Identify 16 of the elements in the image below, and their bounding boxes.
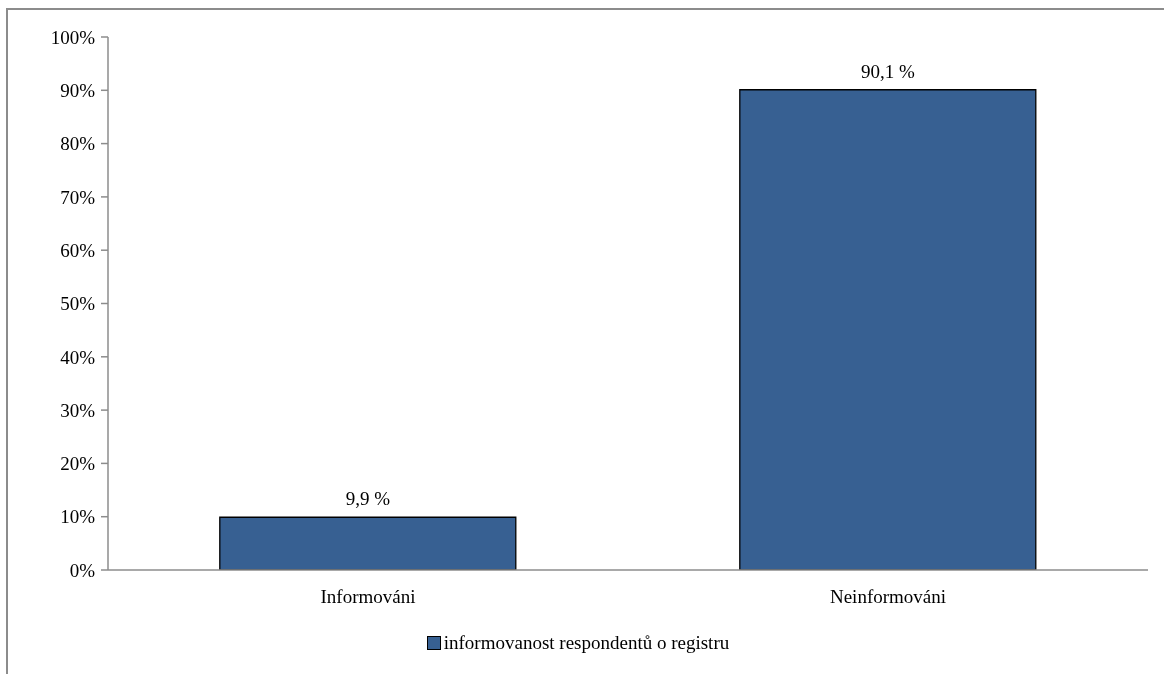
y-tick-label: 70%: [60, 186, 96, 208]
y-tick-label: 100%: [50, 26, 96, 48]
y-tick-label: 30%: [60, 399, 96, 421]
x-tick-label: Neinformováni: [829, 586, 947, 608]
y-tick-label: 0%: [69, 559, 96, 581]
y-tick-label: 50%: [60, 293, 96, 315]
y-tick-label: 10%: [60, 506, 96, 528]
legend-label: informovanost respondentů o registru: [443, 632, 730, 654]
y-tick-label: 60%: [60, 239, 96, 261]
y-tick-label: 80%: [60, 133, 96, 155]
x-tick-label: Informováni: [320, 586, 416, 608]
y-tick-label: 20%: [60, 453, 96, 475]
data-label: 90,1 %: [860, 60, 915, 82]
y-tick-label: 90%: [60, 80, 96, 102]
y-tick-label: 40%: [60, 346, 96, 368]
data-label: 9,9 %: [345, 488, 391, 510]
